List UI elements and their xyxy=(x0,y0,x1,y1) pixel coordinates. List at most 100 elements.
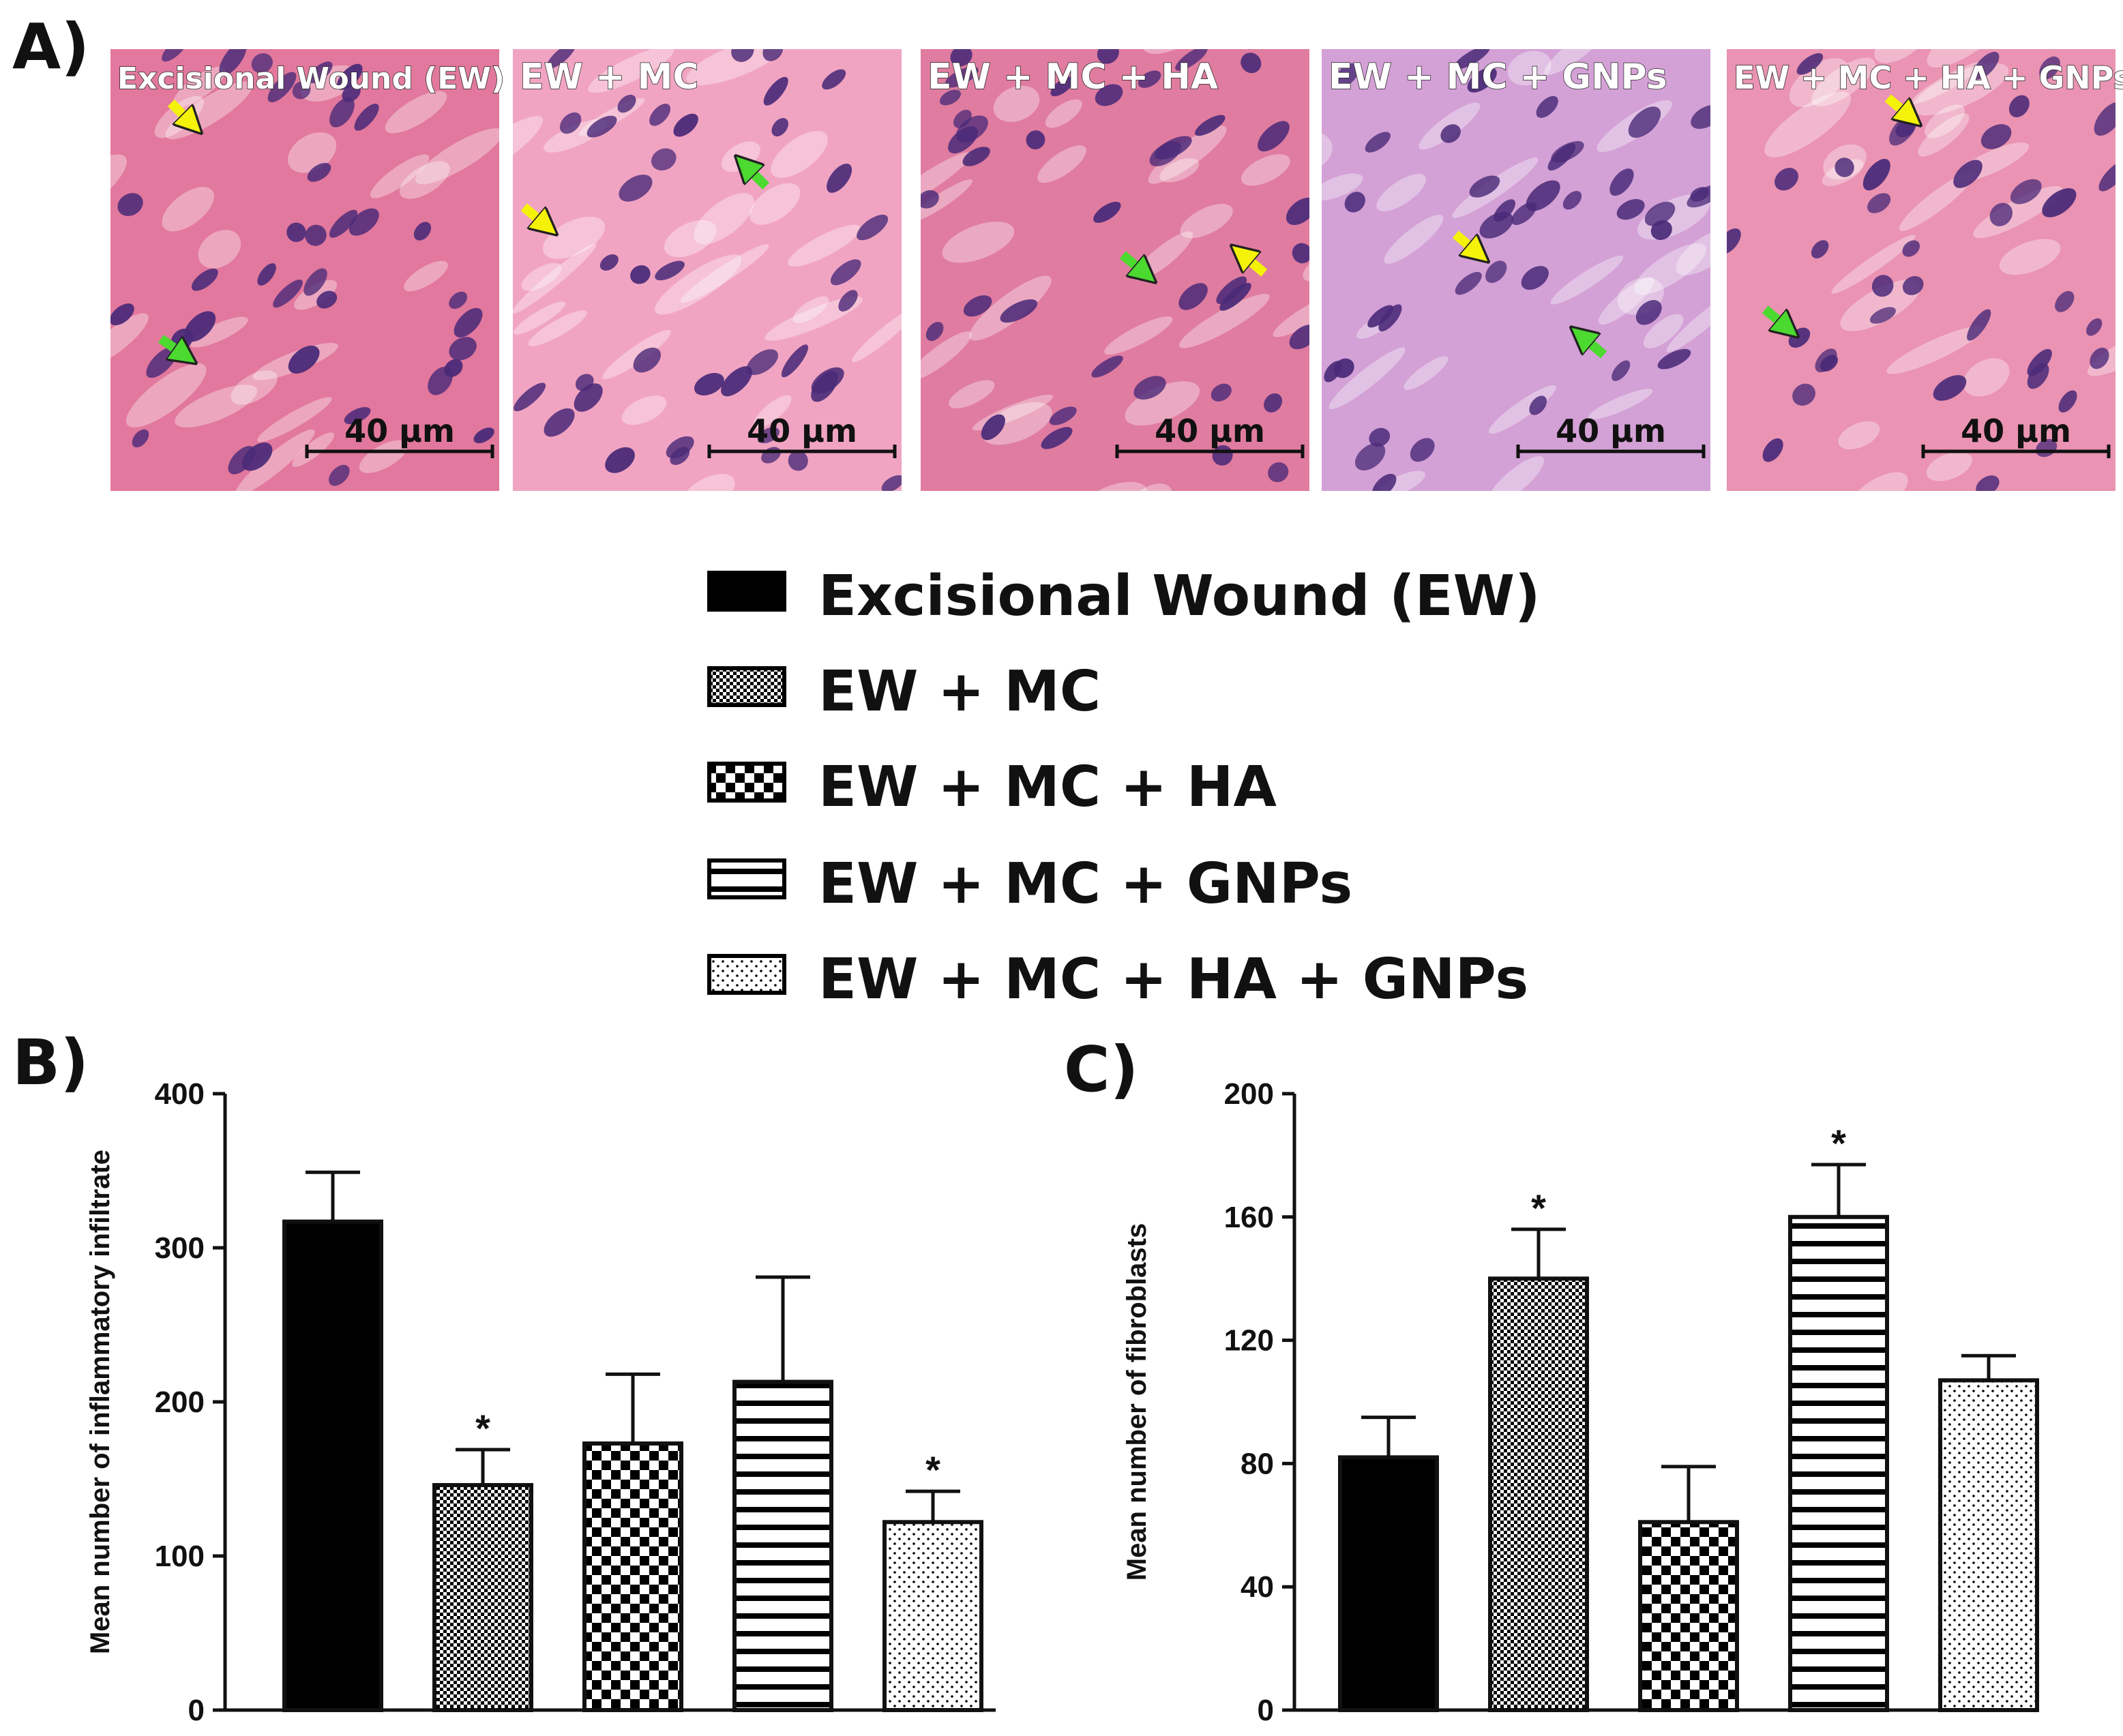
cell-nucleus xyxy=(2008,95,2030,118)
cell-nucleus xyxy=(822,69,846,90)
cell-nucleus xyxy=(329,464,350,486)
significance-star: * xyxy=(475,1407,490,1450)
significance-star: * xyxy=(925,1448,940,1491)
cell-nucleus xyxy=(2027,363,2049,389)
tissue-texture xyxy=(921,49,1309,491)
cell-nucleus xyxy=(617,94,636,113)
cell-nucleus xyxy=(1467,67,1497,93)
cell-nucleus xyxy=(1871,275,1894,297)
y-tick-label: 40 xyxy=(1241,1570,1274,1604)
cell-nucleus xyxy=(242,442,273,471)
cell-nucleus xyxy=(771,118,788,137)
tissue-texture xyxy=(1322,49,1710,491)
y-tick-label: 80 xyxy=(1241,1447,1274,1480)
cell-nucleus xyxy=(1093,201,1121,223)
cell-nucleus xyxy=(939,89,961,106)
y-tick-label: 300 xyxy=(155,1231,205,1265)
bar xyxy=(1338,1455,1439,1713)
panel-letter-a: A) xyxy=(12,10,89,83)
cell-nucleus xyxy=(1133,376,1166,400)
bar xyxy=(882,1520,983,1713)
yellow-arrow-icon xyxy=(1884,94,1911,117)
cell-nucleus xyxy=(219,49,247,76)
scale-bar-label: 40 μm xyxy=(1155,413,1265,449)
cell-nucleus xyxy=(1469,175,1500,198)
cell-nucleus xyxy=(1792,383,1815,406)
cell-nucleus xyxy=(1455,271,1482,295)
cell-nucleus xyxy=(762,49,784,61)
cell-nucleus xyxy=(921,190,939,209)
cell-nucleus xyxy=(2055,290,2075,312)
cell-nucleus xyxy=(1529,395,1547,415)
cell-nucleus xyxy=(132,429,149,448)
cell-nucleus xyxy=(781,344,809,378)
bar xyxy=(732,1379,833,1712)
significance-star: * xyxy=(1531,1186,1546,1229)
cell-nucleus xyxy=(544,408,575,437)
cell-nucleus xyxy=(1657,348,1691,370)
cell-nucleus xyxy=(2086,318,2103,336)
cell-nucleus xyxy=(1811,240,1829,258)
cell-nucleus xyxy=(651,148,677,171)
chart-inflammatory-infiltrate: 0 100 200 300 400 Mean number of inflammatory… xyxy=(85,1077,996,1727)
cell-nucleus xyxy=(649,104,671,126)
cell-nucleus xyxy=(1216,276,1247,304)
micrograph-label: EW + MC + GNPs xyxy=(1328,57,1667,98)
cell-nucleus xyxy=(1494,199,1516,222)
panel-letter-c: C) xyxy=(1064,1033,1139,1106)
cell-nucleus xyxy=(1286,197,1309,225)
yellow-arrow-icon xyxy=(1452,230,1479,254)
cell-nucleus xyxy=(1324,361,1342,383)
cell-nucleus xyxy=(348,208,379,236)
cell-nucleus xyxy=(288,345,320,374)
y-tick-label: 120 xyxy=(1224,1324,1274,1358)
bar xyxy=(1788,1214,1889,1713)
cell-nucleus xyxy=(316,290,338,309)
legend-label-ew-mc-ha: EW + MC + HA xyxy=(818,755,1277,820)
cell-nucleus xyxy=(1762,438,1783,462)
scale-bar-label: 40 μm xyxy=(1961,413,2071,449)
bar xyxy=(582,1441,683,1713)
cell-nucleus xyxy=(1869,307,1896,324)
cell-nucleus xyxy=(191,268,218,291)
micrograph-panel: EW + MC 40 μm xyxy=(513,49,902,491)
cell-nucleus xyxy=(1511,202,1537,225)
cell-nucleus xyxy=(1365,132,1391,153)
cell-nucleus xyxy=(945,66,979,88)
cell-nucleus xyxy=(1138,70,1161,88)
legend-label-ew: Excisional Wound (EW) xyxy=(818,564,1541,629)
cell-nucleus xyxy=(473,428,494,443)
cell-nucleus xyxy=(633,347,662,373)
cell-nucleus xyxy=(1336,63,1359,87)
cell-nucleus xyxy=(1835,158,1854,177)
cell-nucleus xyxy=(630,265,651,284)
bar xyxy=(1638,1520,1739,1713)
cell-nucleus xyxy=(1354,443,1386,470)
cell-nucleus xyxy=(1612,360,1631,381)
cell-nucleus xyxy=(838,290,858,312)
legend-swatch-ew-mc xyxy=(707,666,786,707)
cell-nucleus xyxy=(1241,53,1262,74)
cell-nucleus xyxy=(1953,160,1983,188)
cell-nucleus xyxy=(344,406,371,425)
tissue-texture xyxy=(513,49,902,491)
cell-nucleus xyxy=(546,49,576,69)
green-arrow-icon xyxy=(745,165,770,190)
cell-nucleus xyxy=(955,115,988,143)
micrograph-panel: EW + MC + HA 40 μm xyxy=(921,49,1309,491)
cell-nucleus xyxy=(1264,393,1283,413)
cell-nucleus xyxy=(1867,193,1891,213)
cell-nucleus xyxy=(981,414,1005,440)
cell-nucleus xyxy=(1551,140,1584,163)
cell-nucleus xyxy=(2010,179,2042,205)
cell-nucleus xyxy=(757,427,780,444)
legend-swatch-ew xyxy=(707,571,786,612)
bar xyxy=(432,1483,533,1713)
cell-nucleus xyxy=(925,322,944,342)
yellow-arrow-icon xyxy=(520,203,547,226)
cell-nucleus xyxy=(1219,282,1251,311)
cell-nucleus xyxy=(1000,299,1038,323)
cell-nucleus xyxy=(2094,102,2115,136)
